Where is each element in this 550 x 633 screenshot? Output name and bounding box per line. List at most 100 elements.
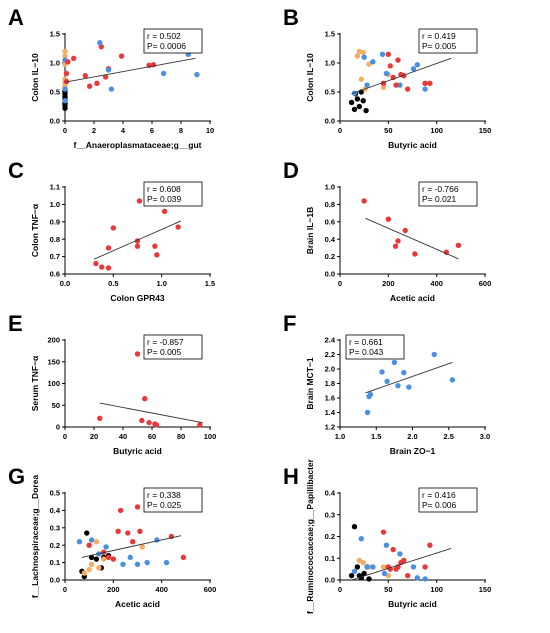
- x-tick-label: 6: [150, 126, 154, 135]
- y-tick-label: 1.0: [50, 59, 60, 68]
- x-tick-label: 150: [479, 126, 492, 135]
- y-tick-label: 100: [47, 379, 60, 388]
- data-point-red: [134, 504, 141, 510]
- data-point-red: [105, 245, 112, 251]
- x-axis-label: Brain ZO−1: [390, 446, 436, 456]
- y-tick-label: 0.4: [50, 506, 61, 515]
- x-axis-label: Colon GPR43: [110, 293, 165, 303]
- x-tick-label: 0: [63, 126, 67, 135]
- x-axis-label: Butyric acid: [388, 140, 437, 150]
- stats-box: [143, 487, 203, 513]
- y-axis-label: Brain MCT−1: [305, 357, 315, 409]
- data-point-blue: [364, 82, 370, 88]
- y-tick-label: 0.5: [50, 88, 60, 97]
- y-tick-label: 1.5: [325, 30, 335, 39]
- panel-letter: H: [283, 464, 299, 489]
- data-point-orange: [86, 566, 92, 573]
- y-tick-label: 1.1: [50, 183, 60, 192]
- data-point-blue: [160, 70, 167, 77]
- data-point-red: [82, 73, 89, 79]
- y-tick-label: 0.0: [50, 117, 60, 126]
- data-point-black: [351, 524, 358, 530]
- data-point-blue: [410, 564, 417, 570]
- data-point-blue: [127, 554, 133, 561]
- data-point-orange: [358, 76, 364, 82]
- x-tick-label: 200: [382, 279, 395, 288]
- data-point-blue: [370, 59, 376, 65]
- data-point-red: [134, 243, 141, 249]
- y-tick-label: 1.0: [50, 200, 60, 209]
- data-point-red: [427, 542, 433, 548]
- data-point-blue: [103, 544, 109, 550]
- data-point-red: [102, 74, 109, 80]
- data-point-red: [385, 216, 392, 222]
- x-tick-label: 4: [121, 126, 126, 135]
- x-axis-label: Acetic acid: [115, 599, 160, 609]
- y-tick-label: 1.0: [325, 183, 335, 192]
- panel-f: F 1.0 1.5 2.0 2.5 3.0 1.2 1.4 1.6 1.8 2.0 2.2 2.4 Bra…: [283, 311, 490, 456]
- data-point-orange: [100, 556, 107, 562]
- data-point-orange: [62, 53, 68, 59]
- y-tick-label: 0.0: [325, 117, 335, 126]
- data-point-blue: [383, 70, 390, 77]
- data-point-blue: [144, 559, 150, 566]
- data-point-blue: [383, 542, 390, 548]
- y-axis-label: f__Ruminococcaceae;g__Papillibacter: [305, 458, 315, 614]
- data-point-blue: [154, 537, 160, 543]
- y-tick-label: 0.1: [325, 554, 335, 563]
- stats-box: [418, 181, 478, 207]
- p-value: P= 0.039: [147, 194, 182, 204]
- data-point-blue: [449, 377, 456, 383]
- data-point-blue: [76, 539, 83, 545]
- y-tick-label: 0.0: [325, 576, 335, 585]
- data-point-red: [146, 419, 152, 426]
- data-point-red: [97, 415, 103, 421]
- data-point-red: [427, 80, 433, 87]
- data-point-red: [115, 528, 121, 534]
- panel-e: E 0 20 40 60 80 100 0 50 100 150 200 Butyric acid Ser…: [8, 311, 216, 456]
- data-point-blue: [370, 564, 376, 570]
- data-point-blue: [105, 67, 112, 73]
- y-tick-label: 0.8: [325, 200, 335, 209]
- data-point-blue: [62, 86, 68, 92]
- x-tick-label: 2.5: [444, 432, 454, 441]
- data-point-blue: [163, 559, 170, 566]
- data-point-blue: [367, 391, 374, 398]
- data-point-red: [395, 238, 401, 244]
- x-tick-label: 0.0: [60, 279, 70, 288]
- y-axis-label: Colon IL−10: [305, 53, 315, 102]
- data-point-blue: [361, 54, 367, 60]
- y-tick-label: 0.0: [50, 576, 60, 585]
- y-tick-label: 0.9: [50, 217, 60, 226]
- data-point-blue: [395, 382, 401, 389]
- data-point-blue: [422, 576, 428, 582]
- data-point-blue: [364, 564, 370, 570]
- data-point-black: [84, 530, 90, 536]
- data-point-blue: [358, 535, 364, 542]
- p-value: P= 0.006: [422, 500, 457, 510]
- stats-box: [143, 334, 203, 360]
- data-point-red: [105, 554, 112, 561]
- y-tick-label: 0.0: [325, 270, 335, 279]
- data-point-blue: [422, 86, 428, 92]
- correlation-r: r = 0.661: [349, 337, 383, 347]
- data-point-blue: [62, 98, 68, 104]
- y-tick-label: 1.0: [325, 59, 335, 68]
- data-point-red: [404, 86, 411, 92]
- y-tick-label: 2.4: [325, 336, 336, 345]
- x-tick-label: 40: [119, 432, 127, 441]
- stats-box: [345, 334, 405, 360]
- x-tick-label: 10: [206, 126, 214, 135]
- x-tick-label: 100: [430, 126, 443, 135]
- data-point-red: [422, 564, 428, 570]
- y-tick-label: 0.2: [50, 541, 60, 550]
- x-tick-label: 0: [338, 126, 342, 135]
- data-point-blue: [414, 575, 421, 581]
- y-tick-label: 0.6: [325, 217, 335, 226]
- regression-line: [351, 548, 452, 581]
- data-point-red: [175, 224, 181, 230]
- correlation-r: r = 0.338: [147, 490, 181, 500]
- panel-d: D 0 200 400 600 0.0 0.2 0.4 0.6 0.8 1.0 Acetic acid…: [283, 158, 491, 303]
- data-point-orange: [380, 564, 387, 570]
- y-tick-label: 2.2: [325, 350, 335, 359]
